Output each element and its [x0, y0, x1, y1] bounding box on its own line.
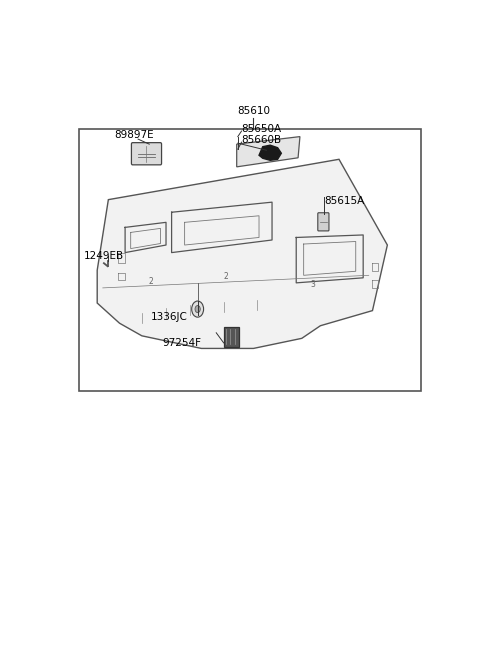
Text: 89897E: 89897E [114, 130, 154, 140]
Polygon shape [97, 159, 387, 348]
FancyBboxPatch shape [318, 213, 329, 231]
Text: 85660B: 85660B [241, 135, 282, 145]
Text: 2: 2 [149, 277, 154, 286]
Polygon shape [237, 137, 300, 167]
Text: 85610: 85610 [237, 106, 270, 117]
Text: 85615A: 85615A [324, 196, 364, 206]
Text: 97254F: 97254F [162, 338, 201, 348]
Bar [224, 327, 239, 347]
Text: 1249EB: 1249EB [84, 251, 124, 261]
FancyBboxPatch shape [132, 143, 162, 165]
Text: 3: 3 [311, 280, 315, 289]
Text: 85650A: 85650A [241, 124, 282, 134]
Text: 1336JC: 1336JC [151, 312, 188, 322]
Polygon shape [259, 145, 281, 160]
Bar [79, 129, 421, 391]
Circle shape [195, 305, 200, 312]
Circle shape [192, 301, 204, 317]
Text: 2: 2 [223, 272, 228, 281]
